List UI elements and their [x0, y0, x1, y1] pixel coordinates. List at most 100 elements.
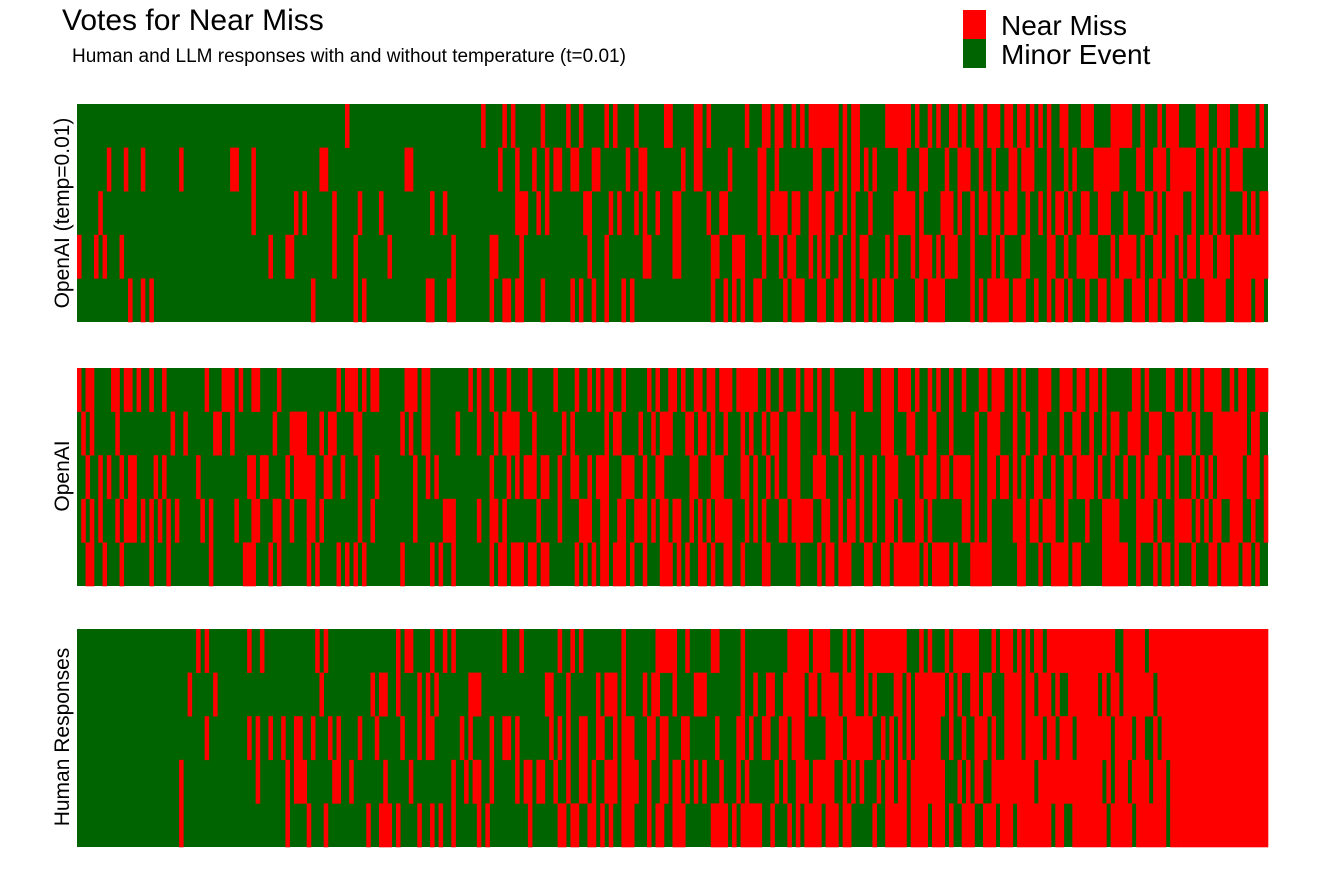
heatmap-cell-near-miss [1110, 542, 1116, 587]
heatmap-cell-near-miss [668, 104, 673, 148]
heatmap-cell-near-miss [906, 542, 911, 587]
heatmap-cell-near-miss [727, 368, 733, 412]
heatmap-cell-near-miss [1161, 803, 1167, 848]
heatmap-cell-near-miss [1246, 629, 1252, 673]
heatmap-cell-near-miss [817, 411, 822, 456]
heatmap-cell-near-miss [787, 803, 792, 848]
heatmap-cell-near-miss [1072, 672, 1077, 717]
heatmap-cell-near-miss [1199, 803, 1205, 848]
heatmap-cell-near-miss [961, 498, 967, 543]
heatmap-cell-near-miss [1144, 498, 1150, 543]
heatmap-cell-near-miss [1238, 234, 1243, 279]
heatmap-cell-near-miss [94, 234, 99, 279]
heatmap-cell-near-miss [1131, 672, 1137, 717]
heatmap-cell-near-miss [978, 147, 984, 192]
heatmap-cell-near-miss [1178, 191, 1184, 236]
heatmap-cell-near-miss [914, 542, 920, 587]
heatmap-cell-near-miss [974, 411, 980, 456]
heatmap-cell-near-miss [817, 368, 822, 412]
heatmap-cell-near-miss [863, 278, 869, 323]
heatmap-cell-near-miss [1174, 191, 1179, 236]
heatmap-cell-near-miss [719, 759, 724, 804]
heatmap-cell-near-miss [851, 191, 856, 236]
heatmap-cell-near-miss [595, 147, 601, 192]
heatmap-cell-near-miss [1246, 234, 1252, 279]
heatmap-cell-near-miss [102, 542, 108, 587]
heatmap-cell-near-miss [532, 411, 537, 456]
heatmap-cell-near-miss [1085, 455, 1090, 500]
heatmap-cell-near-miss [817, 629, 822, 673]
heatmap-cell-near-miss [974, 759, 980, 804]
heatmap-cell-near-miss [1212, 629, 1218, 673]
heatmap-cell-near-miss [889, 759, 894, 804]
heatmap-cell-near-miss [885, 411, 890, 456]
heatmap-cell-near-miss [897, 716, 903, 761]
heatmap-cell-near-miss [625, 716, 631, 761]
heatmap-cell-near-miss [795, 498, 801, 543]
heatmap-cell-near-miss [744, 498, 750, 543]
heatmap-cell-near-miss [710, 411, 716, 456]
heatmap-cell-near-miss [293, 759, 299, 804]
heatmap-cell-near-miss [698, 498, 703, 543]
heatmap-cell-near-miss [927, 498, 933, 543]
heatmap-cell-near-miss [451, 234, 456, 279]
heatmap-cell-near-miss [595, 455, 601, 500]
heatmap-cell-near-miss [948, 716, 954, 761]
heatmap-cell-near-miss [1029, 803, 1035, 848]
heatmap-cell-near-miss [553, 759, 558, 804]
heatmap-cell-near-miss [1136, 542, 1141, 587]
heatmap-cell-near-miss [825, 759, 831, 804]
heatmap-cell-near-miss [1208, 542, 1213, 587]
heatmap-cell-near-miss [1063, 234, 1069, 279]
heatmap-cell-near-miss [98, 498, 103, 543]
heatmap-cell-near-miss [783, 278, 788, 323]
heatmap-cell-near-miss [587, 803, 592, 848]
heatmap-cell-near-miss [498, 147, 503, 192]
heatmap-cell-near-miss [1119, 759, 1124, 804]
heatmap-cell-near-miss [936, 542, 941, 587]
heatmap-cell-near-miss [638, 147, 644, 192]
heatmap-cell-near-miss [829, 716, 835, 761]
heatmap-cell-near-miss [1089, 234, 1094, 279]
heatmap-cell-near-miss [179, 803, 184, 848]
heatmap-cell-near-miss [880, 411, 886, 456]
heatmap-cell-near-miss [285, 803, 290, 848]
heatmap-cell-near-miss [910, 234, 916, 279]
heatmap-cell-near-miss [506, 368, 512, 412]
heatmap-cell-near-miss [685, 411, 690, 456]
heatmap-cell-near-miss [1123, 803, 1128, 848]
heatmap-cell-near-miss [1178, 803, 1184, 848]
heatmap-cell-near-miss [800, 716, 805, 761]
heatmap-cell-near-miss [1233, 803, 1239, 848]
heatmap-cell-near-miss [1165, 234, 1171, 279]
heatmap-cell-near-miss [991, 803, 997, 848]
heatmap-cell-near-miss [489, 455, 495, 500]
heatmap-cell-near-miss [1017, 278, 1022, 323]
heatmap-cell-near-miss [1178, 759, 1184, 804]
heatmap-cell-near-miss [208, 542, 214, 587]
heatmap-cell-near-miss [400, 411, 405, 456]
heatmap-cell-near-miss [740, 803, 746, 848]
heatmap-cell-near-miss [787, 411, 792, 456]
heatmap-cell-near-miss [1153, 803, 1158, 848]
heatmap-cell-near-miss [340, 455, 346, 500]
heatmap-cell-near-miss [642, 672, 648, 717]
heatmap-cell-near-miss [970, 278, 975, 323]
heatmap-cell-near-miss [455, 411, 461, 456]
heatmap-cell-near-miss [1221, 147, 1226, 192]
heatmap-cell-near-miss [106, 455, 112, 500]
heatmap-cell-near-miss [1012, 455, 1018, 500]
heatmap-cell-near-miss [1199, 672, 1205, 717]
heatmap-cell-near-miss [604, 368, 609, 412]
heatmap-cell-near-miss [953, 455, 958, 500]
heatmap-cell-near-miss [1038, 455, 1043, 500]
heatmap-cell-near-miss [1242, 411, 1248, 456]
heatmap-cell-near-miss [672, 368, 678, 412]
heatmap-cell-near-miss [1021, 104, 1026, 148]
heatmap-cell-near-miss [1140, 716, 1145, 761]
heatmap-cell-near-miss [663, 629, 669, 673]
heatmap-cell-near-miss [783, 759, 788, 804]
heatmap-cell-near-miss [672, 234, 678, 279]
heatmap-cell-near-miss [357, 191, 363, 236]
heatmap-cell-near-miss [574, 542, 580, 587]
